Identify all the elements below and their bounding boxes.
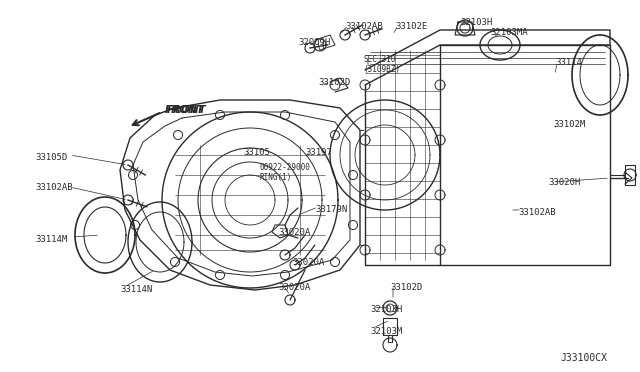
Text: 33102D: 33102D — [318, 78, 350, 87]
Text: 33020A: 33020A — [292, 258, 324, 267]
Text: 32103M: 32103M — [370, 327, 403, 336]
Text: J33100CX: J33100CX — [560, 353, 607, 363]
Text: 33114M: 33114M — [35, 235, 67, 244]
Text: FRONT: FRONT — [165, 105, 205, 115]
Text: 33102AB: 33102AB — [35, 183, 72, 192]
Text: 32103MA: 32103MA — [490, 28, 527, 37]
Text: 33179N: 33179N — [315, 205, 348, 214]
Text: 32103H: 32103H — [370, 305, 403, 314]
Text: 33020A: 33020A — [278, 283, 310, 292]
Text: 33102AB: 33102AB — [518, 208, 556, 217]
Text: 33105: 33105 — [243, 148, 270, 157]
Text: 33114: 33114 — [555, 58, 582, 67]
Text: FRONT: FRONT — [167, 105, 207, 115]
Text: 33114N: 33114N — [120, 285, 152, 294]
Text: 00922-29000
RING(1): 00922-29000 RING(1) — [260, 163, 311, 182]
Text: 33102E: 33102E — [395, 22, 428, 31]
Text: 33102D: 33102D — [390, 283, 422, 292]
Text: 33105D: 33105D — [35, 153, 67, 162]
Text: 33020H: 33020H — [548, 178, 580, 187]
Text: 33102M: 33102M — [553, 120, 585, 129]
Text: 32103H: 32103H — [460, 18, 492, 27]
Text: 33102AB: 33102AB — [345, 22, 383, 31]
Text: 33020A: 33020A — [278, 228, 310, 237]
Text: 33197: 33197 — [305, 148, 332, 157]
Text: 32009H: 32009H — [298, 38, 330, 47]
Text: SEC.310
(3109BZ): SEC.310 (3109BZ) — [363, 55, 400, 74]
